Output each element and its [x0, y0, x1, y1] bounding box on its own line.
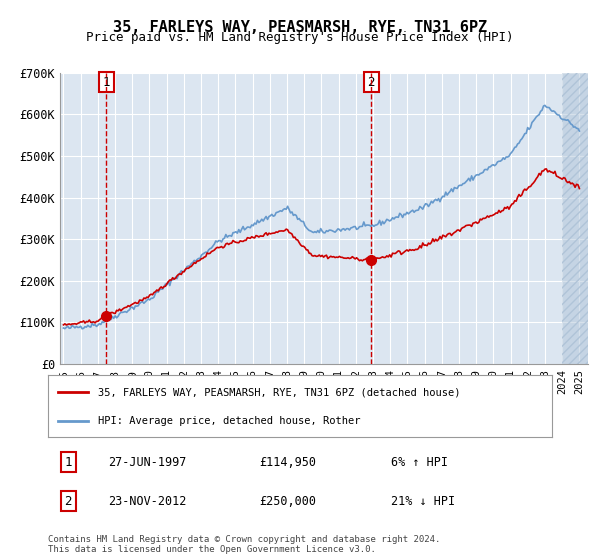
Text: 27-JUN-1997: 27-JUN-1997 — [109, 455, 187, 469]
Text: 23-NOV-2012: 23-NOV-2012 — [109, 494, 187, 508]
Text: 35, FARLEYS WAY, PEASMARSH, RYE, TN31 6PZ (detached house): 35, FARLEYS WAY, PEASMARSH, RYE, TN31 6P… — [98, 388, 461, 398]
Text: 21% ↓ HPI: 21% ↓ HPI — [391, 494, 455, 508]
Text: 35, FARLEYS WAY, PEASMARSH, RYE, TN31 6PZ: 35, FARLEYS WAY, PEASMARSH, RYE, TN31 6P… — [113, 20, 487, 35]
Text: 6% ↑ HPI: 6% ↑ HPI — [391, 455, 448, 469]
Text: 1: 1 — [64, 455, 72, 469]
Bar — [562, 73, 588, 364]
Text: 2: 2 — [64, 494, 72, 508]
Text: £114,950: £114,950 — [260, 455, 317, 469]
Bar — [562, 73, 588, 364]
Text: £250,000: £250,000 — [260, 494, 317, 508]
Text: HPI: Average price, detached house, Rother: HPI: Average price, detached house, Roth… — [98, 417, 361, 426]
Text: Price paid vs. HM Land Registry's House Price Index (HPI): Price paid vs. HM Land Registry's House … — [86, 31, 514, 44]
Text: 2: 2 — [368, 76, 375, 88]
Text: Contains HM Land Registry data © Crown copyright and database right 2024.
This d: Contains HM Land Registry data © Crown c… — [48, 535, 440, 554]
Text: 1: 1 — [103, 76, 110, 88]
